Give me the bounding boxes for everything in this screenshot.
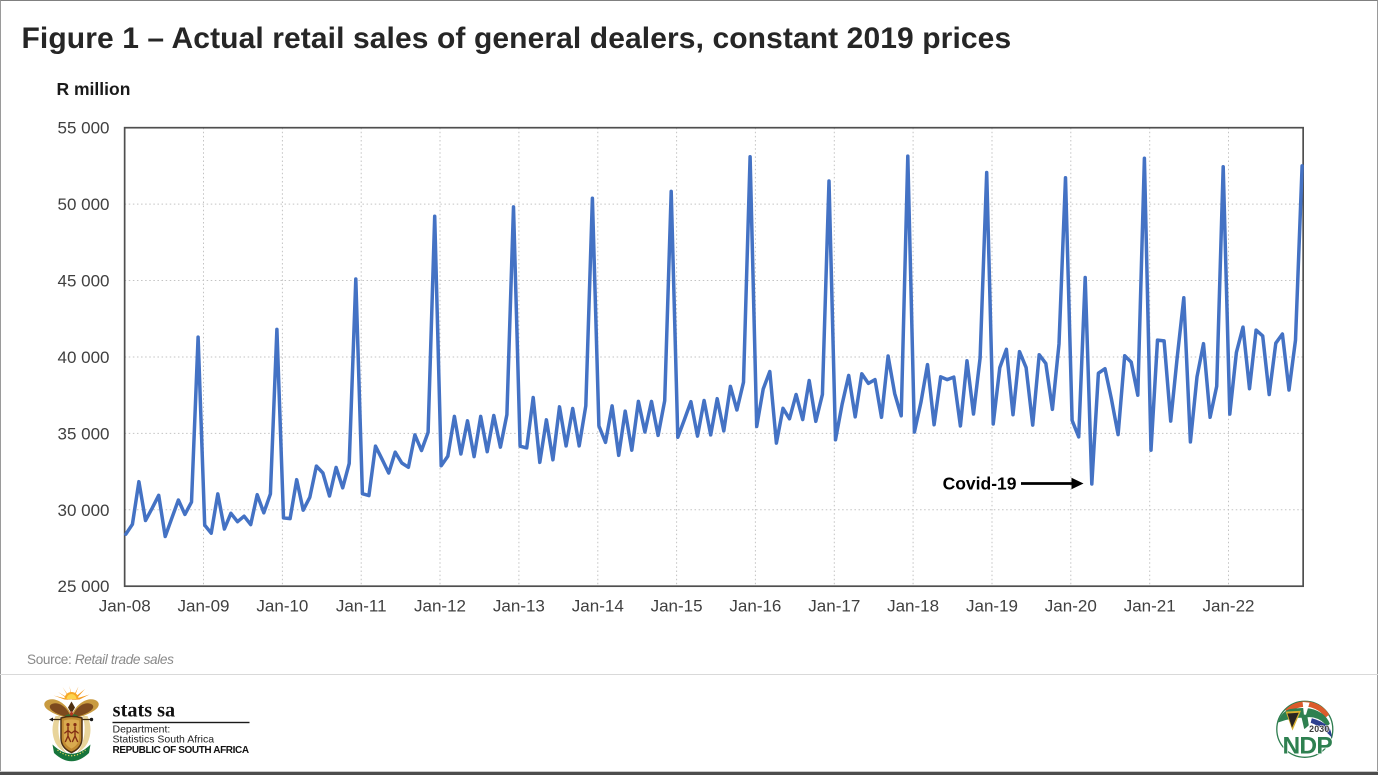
svg-text:Jan-18: Jan-18	[887, 597, 939, 616]
svg-text:stats sa: stats sa	[113, 700, 176, 721]
svg-text:Jan-12: Jan-12	[414, 597, 466, 616]
svg-text:55 000: 55 000	[58, 119, 110, 138]
svg-text:Jan-09: Jan-09	[178, 597, 230, 616]
svg-text:NDP: NDP	[1283, 732, 1333, 759]
svg-text:Jan-17: Jan-17	[808, 597, 860, 616]
svg-text:Jan-08: Jan-08	[99, 597, 151, 616]
svg-text:40 000: 40 000	[58, 348, 110, 367]
svg-text:Jan-11: Jan-11	[336, 597, 387, 616]
svg-text:Department:: Department:	[113, 724, 171, 736]
svg-text:Jan-13: Jan-13	[493, 597, 545, 616]
svg-text:30 000: 30 000	[58, 501, 110, 520]
svg-text:Covid-19: Covid-19	[943, 474, 1017, 494]
svg-text:Statistics South Africa: Statistics South Africa	[113, 734, 215, 746]
svg-text:35 000: 35 000	[58, 424, 110, 443]
svg-text:Jan-10: Jan-10	[256, 597, 308, 616]
svg-text:Jan-16: Jan-16	[729, 597, 781, 616]
svg-text:Jan-20: Jan-20	[1045, 597, 1097, 616]
svg-text:Jan-14: Jan-14	[572, 597, 624, 616]
svg-text:25 000: 25 000	[58, 577, 110, 596]
svg-text:50 000: 50 000	[58, 195, 110, 214]
svg-text:Jan-15: Jan-15	[651, 597, 703, 616]
svg-text:2030: 2030	[1309, 724, 1329, 734]
svg-text:Jan-21: Jan-21	[1124, 597, 1176, 616]
svg-text:REPUBLIC OF SOUTH AFRICA: REPUBLIC OF SOUTH AFRICA	[113, 745, 249, 756]
svg-text:Jan-22: Jan-22	[1203, 597, 1255, 616]
svg-text:45 000: 45 000	[58, 272, 110, 291]
svg-text:Jan-19: Jan-19	[966, 597, 1018, 616]
